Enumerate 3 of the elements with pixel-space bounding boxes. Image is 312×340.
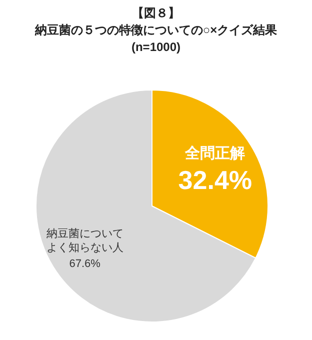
annotation: (n=1000) (131, 40, 181, 54)
title: 【図８】 (132, 6, 180, 20)
subtitle: 納豆菌の５つの特徴についての○×クイズ結果 (34, 23, 278, 37)
